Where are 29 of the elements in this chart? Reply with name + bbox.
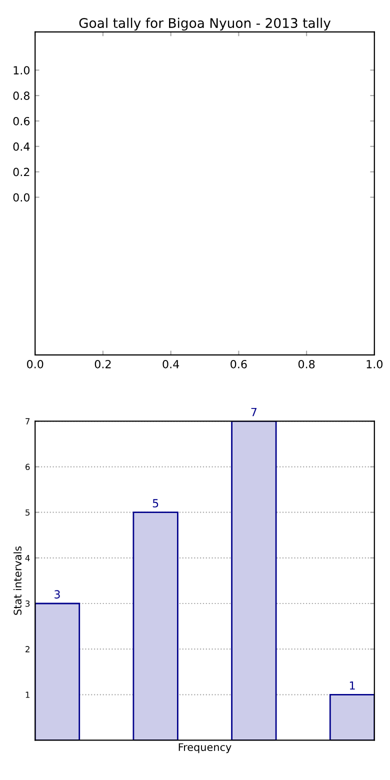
data-label: 5 [152,499,158,508]
y-tick-label: 0.8 [13,92,30,100]
data-label: 3 [54,590,60,599]
y-tick-label: 0.0 [13,193,30,202]
data-label: 7 [251,408,257,416]
x-tick-label: 0.8 [298,360,315,368]
y-tick-label: 1 [26,692,30,698]
bar [329,694,374,740]
y-tick-label: 0.2 [13,168,30,176]
y-tick-label: 7 [26,418,30,424]
bar [231,421,277,740]
y-tick-label: 6 [26,464,30,470]
y-tick-label: 0.4 [13,142,30,151]
x-tick-label: 0.6 [230,360,247,368]
y-tick-label: 1.0 [14,66,30,74]
y-tick-label: 2 [26,646,30,652]
x-tick-label: 0.2 [94,360,111,368]
y-tick-label: 3 [26,600,30,607]
y-tick-label: 5 [26,509,30,516]
x-axis-title: Frequency [178,743,232,754]
x-tick-label: 1.0 [366,360,382,368]
y-tick-label: 4 [25,555,30,562]
x-tick-label: 0.4 [162,360,180,368]
y-tick-label: 0.6 [13,116,30,126]
chart-title: Goal tally for Bigoa Nyuon - 2013 tally [79,18,331,31]
bar [132,512,178,740]
bar [35,602,80,740]
y-axis-title: Stat intervals [13,546,22,615]
data-label: 1 [350,681,355,690]
